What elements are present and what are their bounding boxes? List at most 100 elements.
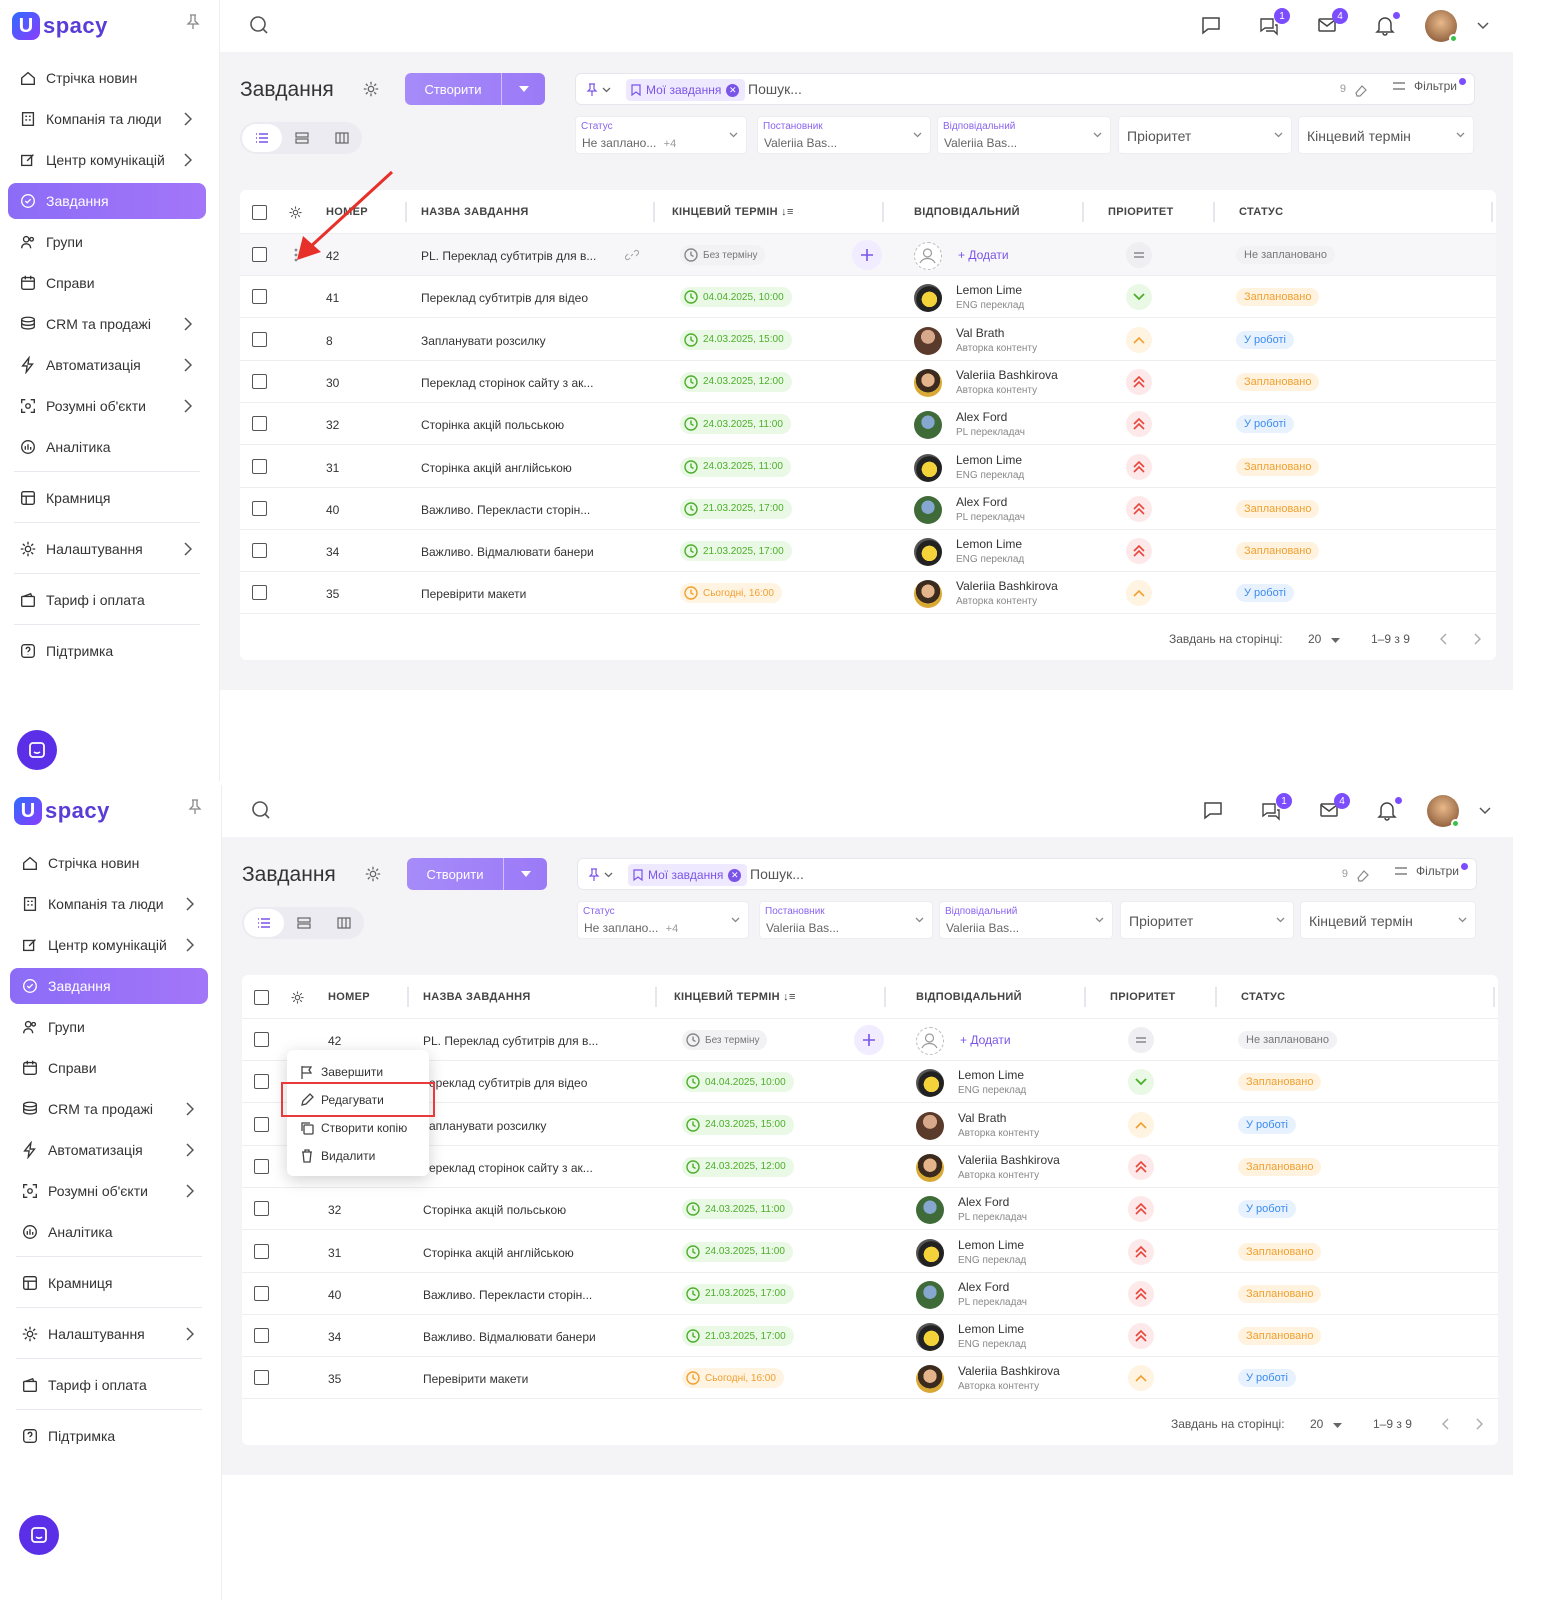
avatar[interactable] xyxy=(916,1196,944,1225)
comments-button[interactable]: 1 xyxy=(1258,8,1290,36)
task-name[interactable]: ереклад сторінок сайту з ак... xyxy=(429,1160,593,1175)
eraser-icon[interactable] xyxy=(1354,83,1368,97)
avatar[interactable] xyxy=(914,284,942,313)
deadline-badge[interactable]: 21.03.2025, 17:00 xyxy=(682,1326,794,1347)
list-view-button[interactable] xyxy=(242,124,282,152)
add-assignee-button[interactable]: + Додати xyxy=(958,248,1009,262)
sidebar-item-store[interactable]: Крамниця xyxy=(10,1265,208,1301)
rows-view-button[interactable] xyxy=(282,124,322,152)
create-button[interactable]: Створити xyxy=(405,73,545,105)
dropdown-caret-icon[interactable] xyxy=(504,871,547,877)
status-badge[interactable]: Заплановано xyxy=(1236,372,1320,391)
row-checkbox[interactable] xyxy=(252,331,267,347)
row-checkbox[interactable] xyxy=(254,1285,269,1301)
priority-indicator[interactable] xyxy=(1128,1323,1154,1350)
table-row[interactable]: 40 Важливо. Перекласти сторін... 21.03.2… xyxy=(240,488,1496,530)
task-name[interactable]: PL. Переклад субтитрів для в... xyxy=(423,1034,599,1048)
priority-indicator[interactable] xyxy=(1128,1153,1154,1180)
deadline-badge[interactable]: 21.03.2025, 17:00 xyxy=(682,1283,794,1304)
task-name[interactable]: Важливо. Перекласти сторін... xyxy=(423,1287,593,1302)
deadline-badge[interactable]: 04.04.2025, 10:00 xyxy=(682,1072,794,1093)
table-row[interactable]: ереклад субтитрів для відео 04.04.2025, … xyxy=(242,1061,1498,1104)
avatar[interactable] xyxy=(916,1323,944,1352)
table-row[interactable]: 31 Сторінка акцій англійською 24.03.2025… xyxy=(240,446,1496,488)
deadline-badge[interactable]: Сьогодні, 16:00 xyxy=(682,1368,784,1389)
priority-indicator[interactable] xyxy=(1128,1238,1154,1265)
avatar[interactable] xyxy=(916,1069,944,1098)
task-name[interactable]: Переклад субтитрів для відео xyxy=(421,291,589,306)
menu-item-copy[interactable]: Створити копію xyxy=(299,1118,407,1138)
sidebar-item[interactable]: Компанія та люди xyxy=(8,101,206,137)
row-checkbox[interactable] xyxy=(252,543,267,559)
assignee-name[interactable]: Valeriia Bashkirova xyxy=(958,1152,1060,1167)
deadline-badge[interactable]: 21.03.2025, 17:00 xyxy=(680,498,792,519)
priority-indicator[interactable] xyxy=(1126,495,1152,522)
gear-icon[interactable] xyxy=(364,865,382,883)
priority-indicator[interactable] xyxy=(1126,242,1152,268)
row-checkbox[interactable] xyxy=(252,458,267,474)
mail-button[interactable]: 4 xyxy=(1316,8,1348,36)
sidebar-item[interactable]: CRM та продажі xyxy=(8,306,206,342)
pin-icon[interactable] xyxy=(186,14,200,30)
status-badge[interactable]: Заплановано xyxy=(1238,1073,1322,1092)
deadline-badge[interactable]: 24.03.2025, 11:00 xyxy=(682,1241,793,1262)
sidebar-item[interactable]: Стрічка новин xyxy=(10,845,208,881)
sidebar-item-settings[interactable]: Налаштування xyxy=(8,531,206,567)
task-name[interactable]: Сторінка акцій польською xyxy=(421,418,565,433)
select-all-checkbox[interactable] xyxy=(252,205,267,220)
chevron-down-icon[interactable] xyxy=(604,872,613,878)
status-badge[interactable]: У роботі xyxy=(1238,1115,1296,1134)
sidebar-item[interactable]: Автоматизація xyxy=(8,347,206,383)
row-checkbox[interactable] xyxy=(254,1116,269,1132)
task-name[interactable]: Запланувати розсилку xyxy=(421,333,546,348)
filters-button[interactable]: Фільтри xyxy=(1392,77,1466,93)
deadline-badge[interactable]: 04.04.2025, 10:00 xyxy=(680,287,792,308)
create-button[interactable]: Створити xyxy=(407,858,547,890)
assignee-name[interactable]: Val Brath xyxy=(958,1110,1007,1125)
chat-widget-button[interactable] xyxy=(19,1515,59,1555)
per-page-select[interactable]: 20 xyxy=(1308,632,1340,646)
status-badge[interactable]: У роботі xyxy=(1236,330,1294,349)
sidebar-item[interactable]: Автоматизація xyxy=(10,1132,208,1168)
avatar[interactable] xyxy=(914,495,942,524)
assignee-name[interactable]: Lemon Lime xyxy=(956,283,1023,298)
filter-select[interactable]: Статус Не заплано... +4 xyxy=(575,116,747,154)
dropdown-caret-icon[interactable] xyxy=(502,86,545,92)
sidebar-item[interactable]: Розумні об'єкти xyxy=(8,388,206,424)
kanban-view-button[interactable] xyxy=(322,124,362,152)
link-icon[interactable] xyxy=(625,248,639,262)
assignee-name[interactable]: Alex Ford xyxy=(956,410,1008,425)
notifications-button[interactable] xyxy=(1376,797,1402,821)
filter-select[interactable]: Пріоритет xyxy=(1118,116,1292,154)
avatar[interactable] xyxy=(914,242,942,270)
status-badge[interactable]: Не заплановано xyxy=(1236,246,1335,264)
avatar[interactable] xyxy=(914,538,942,567)
kanban-view-button[interactable] xyxy=(324,909,364,937)
chevron-down-icon[interactable] xyxy=(602,87,611,93)
select-all-checkbox[interactable] xyxy=(254,990,269,1005)
row-checkbox[interactable] xyxy=(252,373,267,389)
deadline-sort-header[interactable]: КІНЦЕВИЙ ТЕРМІН ↓≡ xyxy=(672,206,794,218)
task-name[interactable]: Сторінка акцій англійською xyxy=(423,1245,574,1260)
sidebar-item[interactable]: Аналітика xyxy=(10,1214,208,1250)
chevron-down-icon[interactable] xyxy=(1479,807,1491,815)
assignee-name[interactable]: Valeriia Bashkirova xyxy=(956,367,1058,382)
table-row[interactable]: 8 Запланувати розсилку 24.03.2025, 15:00… xyxy=(240,319,1496,361)
gear-icon[interactable] xyxy=(362,80,380,98)
filter-select[interactable]: Пріоритет xyxy=(1120,901,1294,939)
list-view-button[interactable] xyxy=(244,909,284,937)
row-checkbox[interactable] xyxy=(252,416,267,432)
sidebar-item[interactable]: Завдання xyxy=(10,968,208,1004)
status-badge[interactable]: Заплановано xyxy=(1238,1284,1322,1303)
deadline-badge[interactable]: 24.03.2025, 11:00 xyxy=(682,1199,793,1220)
priority-indicator[interactable] xyxy=(1128,1196,1154,1223)
table-row[interactable]: 32 Сторінка акцій польською 24.03.2025, … xyxy=(242,1188,1498,1231)
task-name[interactable]: PL. Переклад субтитрів для в... xyxy=(421,249,597,263)
status-badge[interactable]: Заплановано xyxy=(1238,1242,1322,1261)
avatar[interactable] xyxy=(916,1280,944,1309)
add-assignee-button[interactable]: + Додати xyxy=(960,1033,1011,1047)
priority-indicator[interactable] xyxy=(1126,538,1152,565)
user-avatar[interactable] xyxy=(1427,795,1460,828)
deadline-badge[interactable]: Без терміну xyxy=(682,1030,768,1050)
